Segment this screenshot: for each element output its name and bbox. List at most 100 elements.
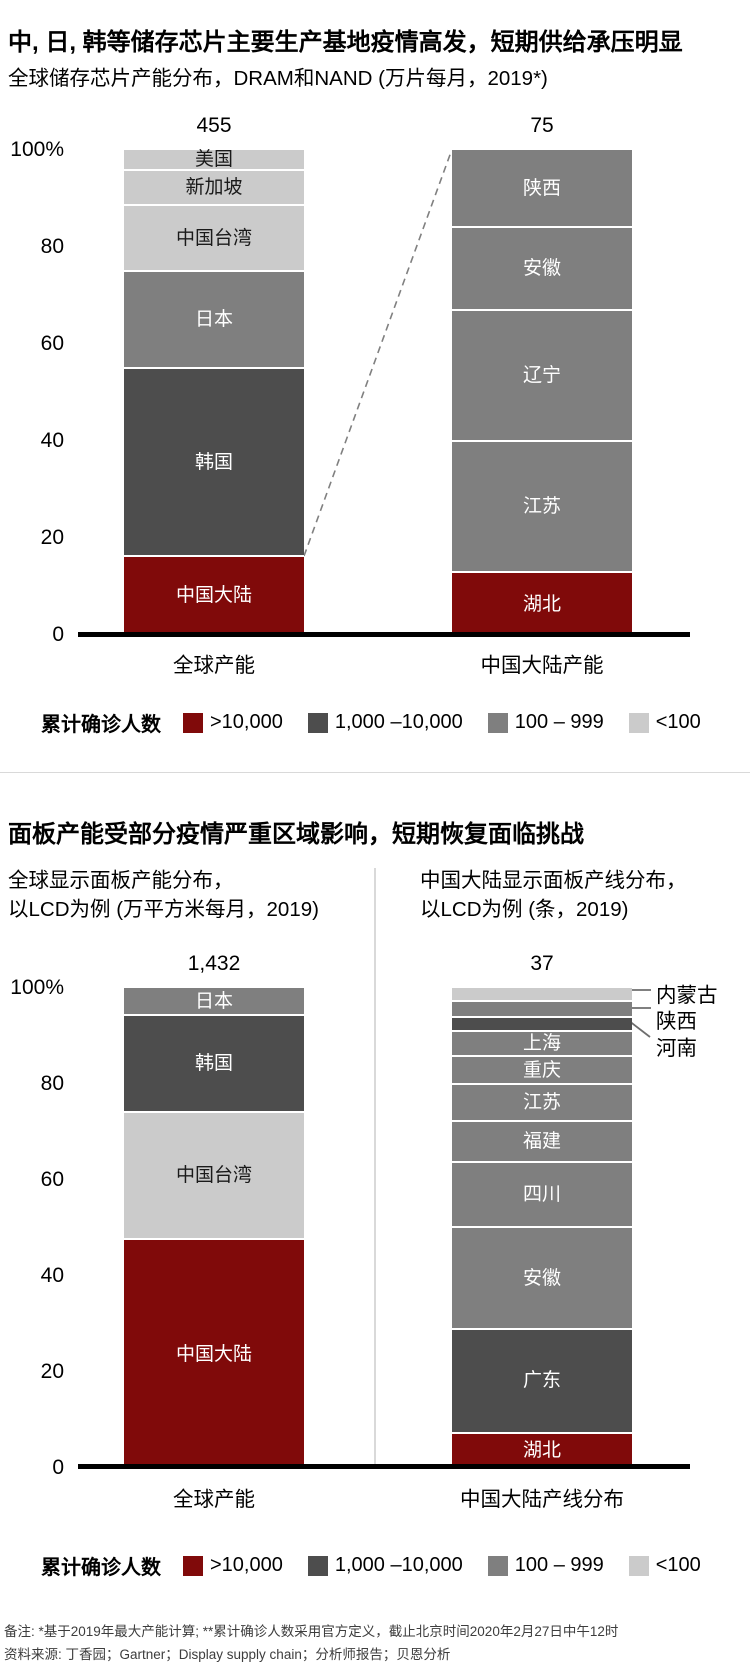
legend-swatch	[628, 1555, 649, 1576]
bar-segment-label: 陕西	[522, 177, 561, 199]
legend-item: 1,000 –10,000	[307, 711, 463, 734]
legend-label: 100 – 999	[514, 1554, 604, 1576]
bar-segment: 韩国	[124, 1014, 304, 1111]
bar-segment: 陕西	[452, 150, 632, 227]
y-tick-label: 80	[40, 235, 64, 258]
bar-segment-label: 福建	[522, 1130, 561, 1152]
legend-2: 累计确诊人数 >10,000 1,000 –10,000 100 – 999 <100	[41, 1551, 726, 1580]
y-tick-label: 0	[52, 1456, 64, 1479]
bar-segment-label: 日本	[194, 309, 233, 331]
chart2-y-axis: 100% 80 60 40 20 0	[0, 976, 64, 1479]
y-tick-label: 20	[40, 1360, 64, 1383]
section1-subtitle: 全球储存芯片产能分布，DRAM和NAND (万片每月，2019*)	[8, 67, 548, 90]
section-divider-line	[0, 772, 750, 773]
y-tick-label: 0	[52, 623, 64, 646]
legend-item: >10,000	[183, 1554, 283, 1577]
chart2-bar1-total: 1,432	[187, 952, 241, 975]
legend-label: <100	[655, 711, 701, 733]
bar-segment-label: 四川	[522, 1183, 561, 1205]
legend-title: 累计确诊人数	[41, 1557, 161, 1579]
bar-segment-label: 日本	[194, 990, 233, 1012]
legend-swatch	[628, 712, 649, 733]
legend-item: 1,000 –10,000	[307, 1554, 463, 1577]
bar-segment-label: 中国台湾	[175, 1165, 252, 1187]
bar-segment: 日本	[124, 270, 304, 368]
bar-segment: 中国台湾	[124, 204, 304, 271]
bar-segment-label: 湖北	[522, 593, 561, 615]
bar-segment-label: 辽宁	[522, 365, 561, 387]
section2-subtitle-left: 全球显示面板产能分布， 以LCD为例 (万平方米每月，2019)	[8, 866, 319, 924]
chart2-xlabel-china: 中国大陆产线分布	[460, 1488, 624, 1511]
legend-item: <100	[628, 1554, 701, 1577]
bar-segment: 福建	[452, 1120, 632, 1161]
bar-segment: 江苏	[452, 1083, 632, 1121]
callout-label-henan: 河南	[656, 1037, 697, 1060]
bar-segment-label: 安徽	[522, 258, 561, 280]
section2-subtitle-right-line2: 以LCD为例 (条，2019)	[420, 898, 629, 922]
chart2-bar-global: 日本韩国中国台湾中国大陆	[124, 988, 304, 1468]
legend-1: 累计确诊人数 >10,000 1,000 –10,000 100 – 999 <100	[41, 708, 726, 737]
chart1-y-axis: 100% 80 60 40 20 0	[0, 138, 64, 646]
legend-item: 100 – 999	[487, 1554, 604, 1577]
bar-segment: 湖北	[452, 571, 632, 636]
y-tick-label: 20	[40, 526, 64, 549]
y-tick-label: 80	[40, 1072, 64, 1095]
bar-segment-label: 广东	[522, 1370, 561, 1392]
callout-label-neimenggu: 内蒙古	[656, 984, 718, 1007]
column-divider-line	[374, 868, 376, 1464]
legend-swatch	[307, 1555, 328, 1576]
bar-segment-label: 安徽	[522, 1267, 561, 1289]
footnote-note: 备注: *基于2019年最大产能计算; **累计确诊人数采用官方定义，截止北京时…	[4, 1624, 619, 1639]
legend-title: 累计确诊人数	[41, 714, 161, 736]
y-tick-label: 40	[40, 429, 64, 452]
chart2-xlabel-global: 全球产能	[173, 1488, 255, 1511]
legend-swatch	[307, 712, 328, 733]
bar-segment-label: 韩国	[194, 451, 233, 473]
y-tick-label: 60	[40, 1168, 64, 1191]
bar-segment-label: 重庆	[522, 1059, 561, 1081]
legend-items: >10,000 1,000 –10,000 100 – 999 <100	[183, 711, 726, 734]
legend-swatch	[487, 712, 508, 733]
bar-segment-label: 中国大陆	[175, 1343, 252, 1365]
bar-segment: 中国大陆	[124, 554, 304, 635]
chart1-xlabel-china: 中国大陆产能	[480, 654, 604, 677]
section2-title: 面板产能受部分疫情严重区域影响，短期恢复面临挑战	[8, 821, 584, 849]
section2-subtitle-left-line1: 全球显示面板产能分布，	[8, 869, 234, 892]
legend-label: >10,000	[210, 1554, 283, 1576]
footnote-source: 资料来源: 丁香园；Gartner；Display supply chain；分…	[4, 1647, 451, 1662]
bar-segment: 上海	[452, 1029, 632, 1055]
bar-segment	[452, 999, 632, 1016]
legend-label: <100	[655, 1554, 701, 1576]
bar-segment: 中国台湾	[124, 1110, 304, 1239]
y-tick-label: 60	[40, 332, 64, 355]
legend-item: 100 – 999	[487, 711, 604, 734]
bar-segment: 安徽	[452, 1226, 632, 1329]
chart1-bar-global: 美国 新加坡 中国台湾日本韩国中国大陆	[124, 150, 304, 635]
legend-label: 1,000 –10,000	[334, 711, 463, 733]
bar-segment-label: 上海	[522, 1032, 561, 1054]
bar-segment-label: 韩国	[194, 1052, 233, 1074]
bar-segment: 四川	[452, 1160, 632, 1227]
bar-segment: 中国大陆	[124, 1238, 304, 1468]
chart1-bar-china: 陕西安徽辽宁江苏湖北	[452, 150, 632, 636]
bar-segment: 新加坡	[124, 169, 304, 205]
bar-segment	[452, 988, 632, 1000]
legend-label: 1,000 –10,000	[334, 1554, 463, 1576]
legend-label: 100 – 999	[514, 711, 604, 733]
bar-segment-label: 美国	[194, 149, 233, 170]
chart2-x-axis-line	[78, 1464, 690, 1469]
legend-items: >10,000 1,000 –10,000 100 – 999 <100	[183, 1554, 726, 1577]
legend-swatch	[183, 1555, 203, 1576]
legend-label: >10,000	[210, 711, 283, 733]
bar-segment: 广东	[452, 1328, 632, 1432]
bar-segment-label: 江苏	[522, 496, 561, 518]
bar-segment-label: 中国大陆	[175, 585, 252, 607]
chart1-xlabel-global: 全球产能	[173, 654, 255, 677]
section1-title: 中, 日, 韩等储存芯片主要生产基地疫情高发，短期供给承压明显	[8, 29, 683, 57]
chart1-bar1-total: 455	[196, 114, 232, 137]
y-tick-label: 40	[40, 1264, 64, 1287]
bar-segment: 日本	[124, 988, 304, 1015]
section2-subtitle-right: 中国大陆显示面板产线分布， 以LCD为例 (条，2019)	[420, 866, 687, 924]
legend-swatch	[183, 712, 203, 733]
